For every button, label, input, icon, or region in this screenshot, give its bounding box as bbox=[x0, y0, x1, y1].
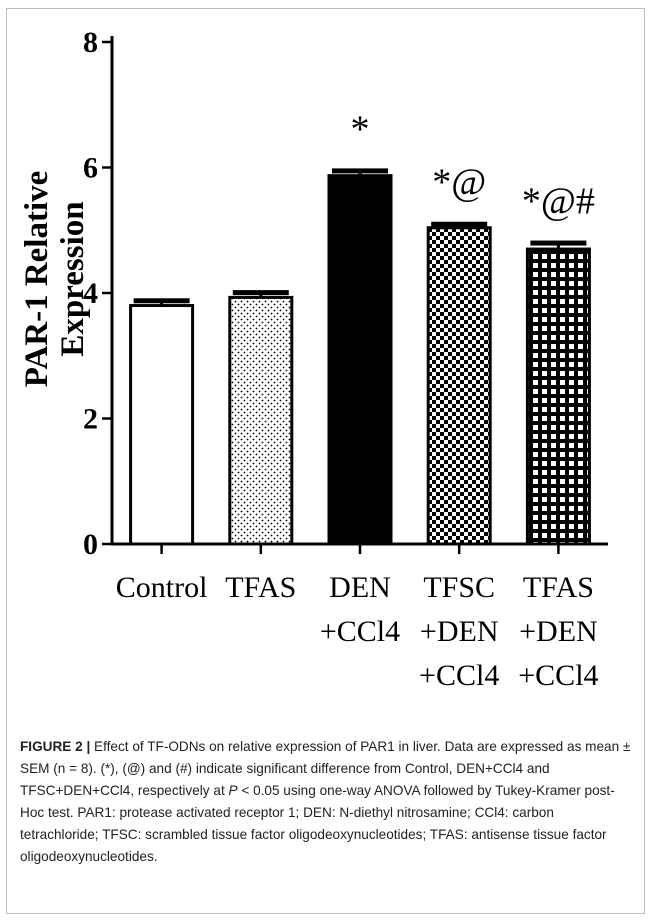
significance-label: *@ bbox=[432, 162, 486, 204]
y-tick-label: 0 bbox=[83, 528, 98, 561]
y-tick-label: 4 bbox=[83, 277, 98, 310]
error-bar-cap bbox=[232, 290, 289, 296]
significance-label: *@# bbox=[522, 181, 595, 223]
bar bbox=[426, 226, 492, 546]
x-tick-label: Control bbox=[116, 571, 208, 604]
error-bar-cap bbox=[530, 240, 587, 246]
y-axis-label-line: Expression bbox=[55, 201, 91, 356]
x-tick-label: +DEN bbox=[519, 615, 598, 648]
x-tick-label: TFSC bbox=[423, 571, 495, 604]
bar bbox=[228, 295, 294, 546]
x-tick-label: TFAS bbox=[523, 571, 594, 604]
error-bar-cap bbox=[431, 221, 488, 227]
x-tick-label: +CCl4 bbox=[419, 659, 499, 692]
caption-text-part1: Effect of TF-ODNs on relative expression… bbox=[20, 739, 631, 798]
bar bbox=[525, 247, 591, 546]
caption-text-part2: < 0.05 using one-way ANOVA followed by T… bbox=[20, 783, 615, 864]
error-bar-cap bbox=[133, 298, 190, 304]
x-tick-label: DEN bbox=[329, 571, 391, 604]
x-tick-label: +CCl4 bbox=[320, 615, 400, 648]
error-bar-cap bbox=[332, 168, 388, 174]
x-tick-label: +DEN bbox=[420, 615, 499, 648]
bar-chart: PAR-1 Relative Expression 0 2 4 6 8 Control TF… bbox=[19, 26, 608, 692]
y-tick-label: 8 bbox=[83, 26, 98, 59]
caption-p-symbol: P bbox=[228, 783, 238, 798]
y-tick-label: 2 bbox=[83, 403, 98, 436]
y-axis-label-line: PAR-1 Relative bbox=[19, 171, 55, 388]
y-tick-label: 6 bbox=[83, 152, 98, 185]
significance-label: * bbox=[351, 108, 370, 150]
y-axis-label: PAR-1 Relative Expression bbox=[19, 171, 91, 388]
bar bbox=[129, 304, 195, 546]
bar bbox=[327, 174, 393, 546]
x-tick-label: +CCl4 bbox=[518, 659, 598, 692]
figure-caption: FIGURE 2 | Effect of TF-ODNs on relative… bbox=[20, 736, 632, 868]
x-tick-label: TFAS bbox=[225, 571, 296, 604]
caption-figure-label: FIGURE 2 | bbox=[20, 739, 91, 754]
